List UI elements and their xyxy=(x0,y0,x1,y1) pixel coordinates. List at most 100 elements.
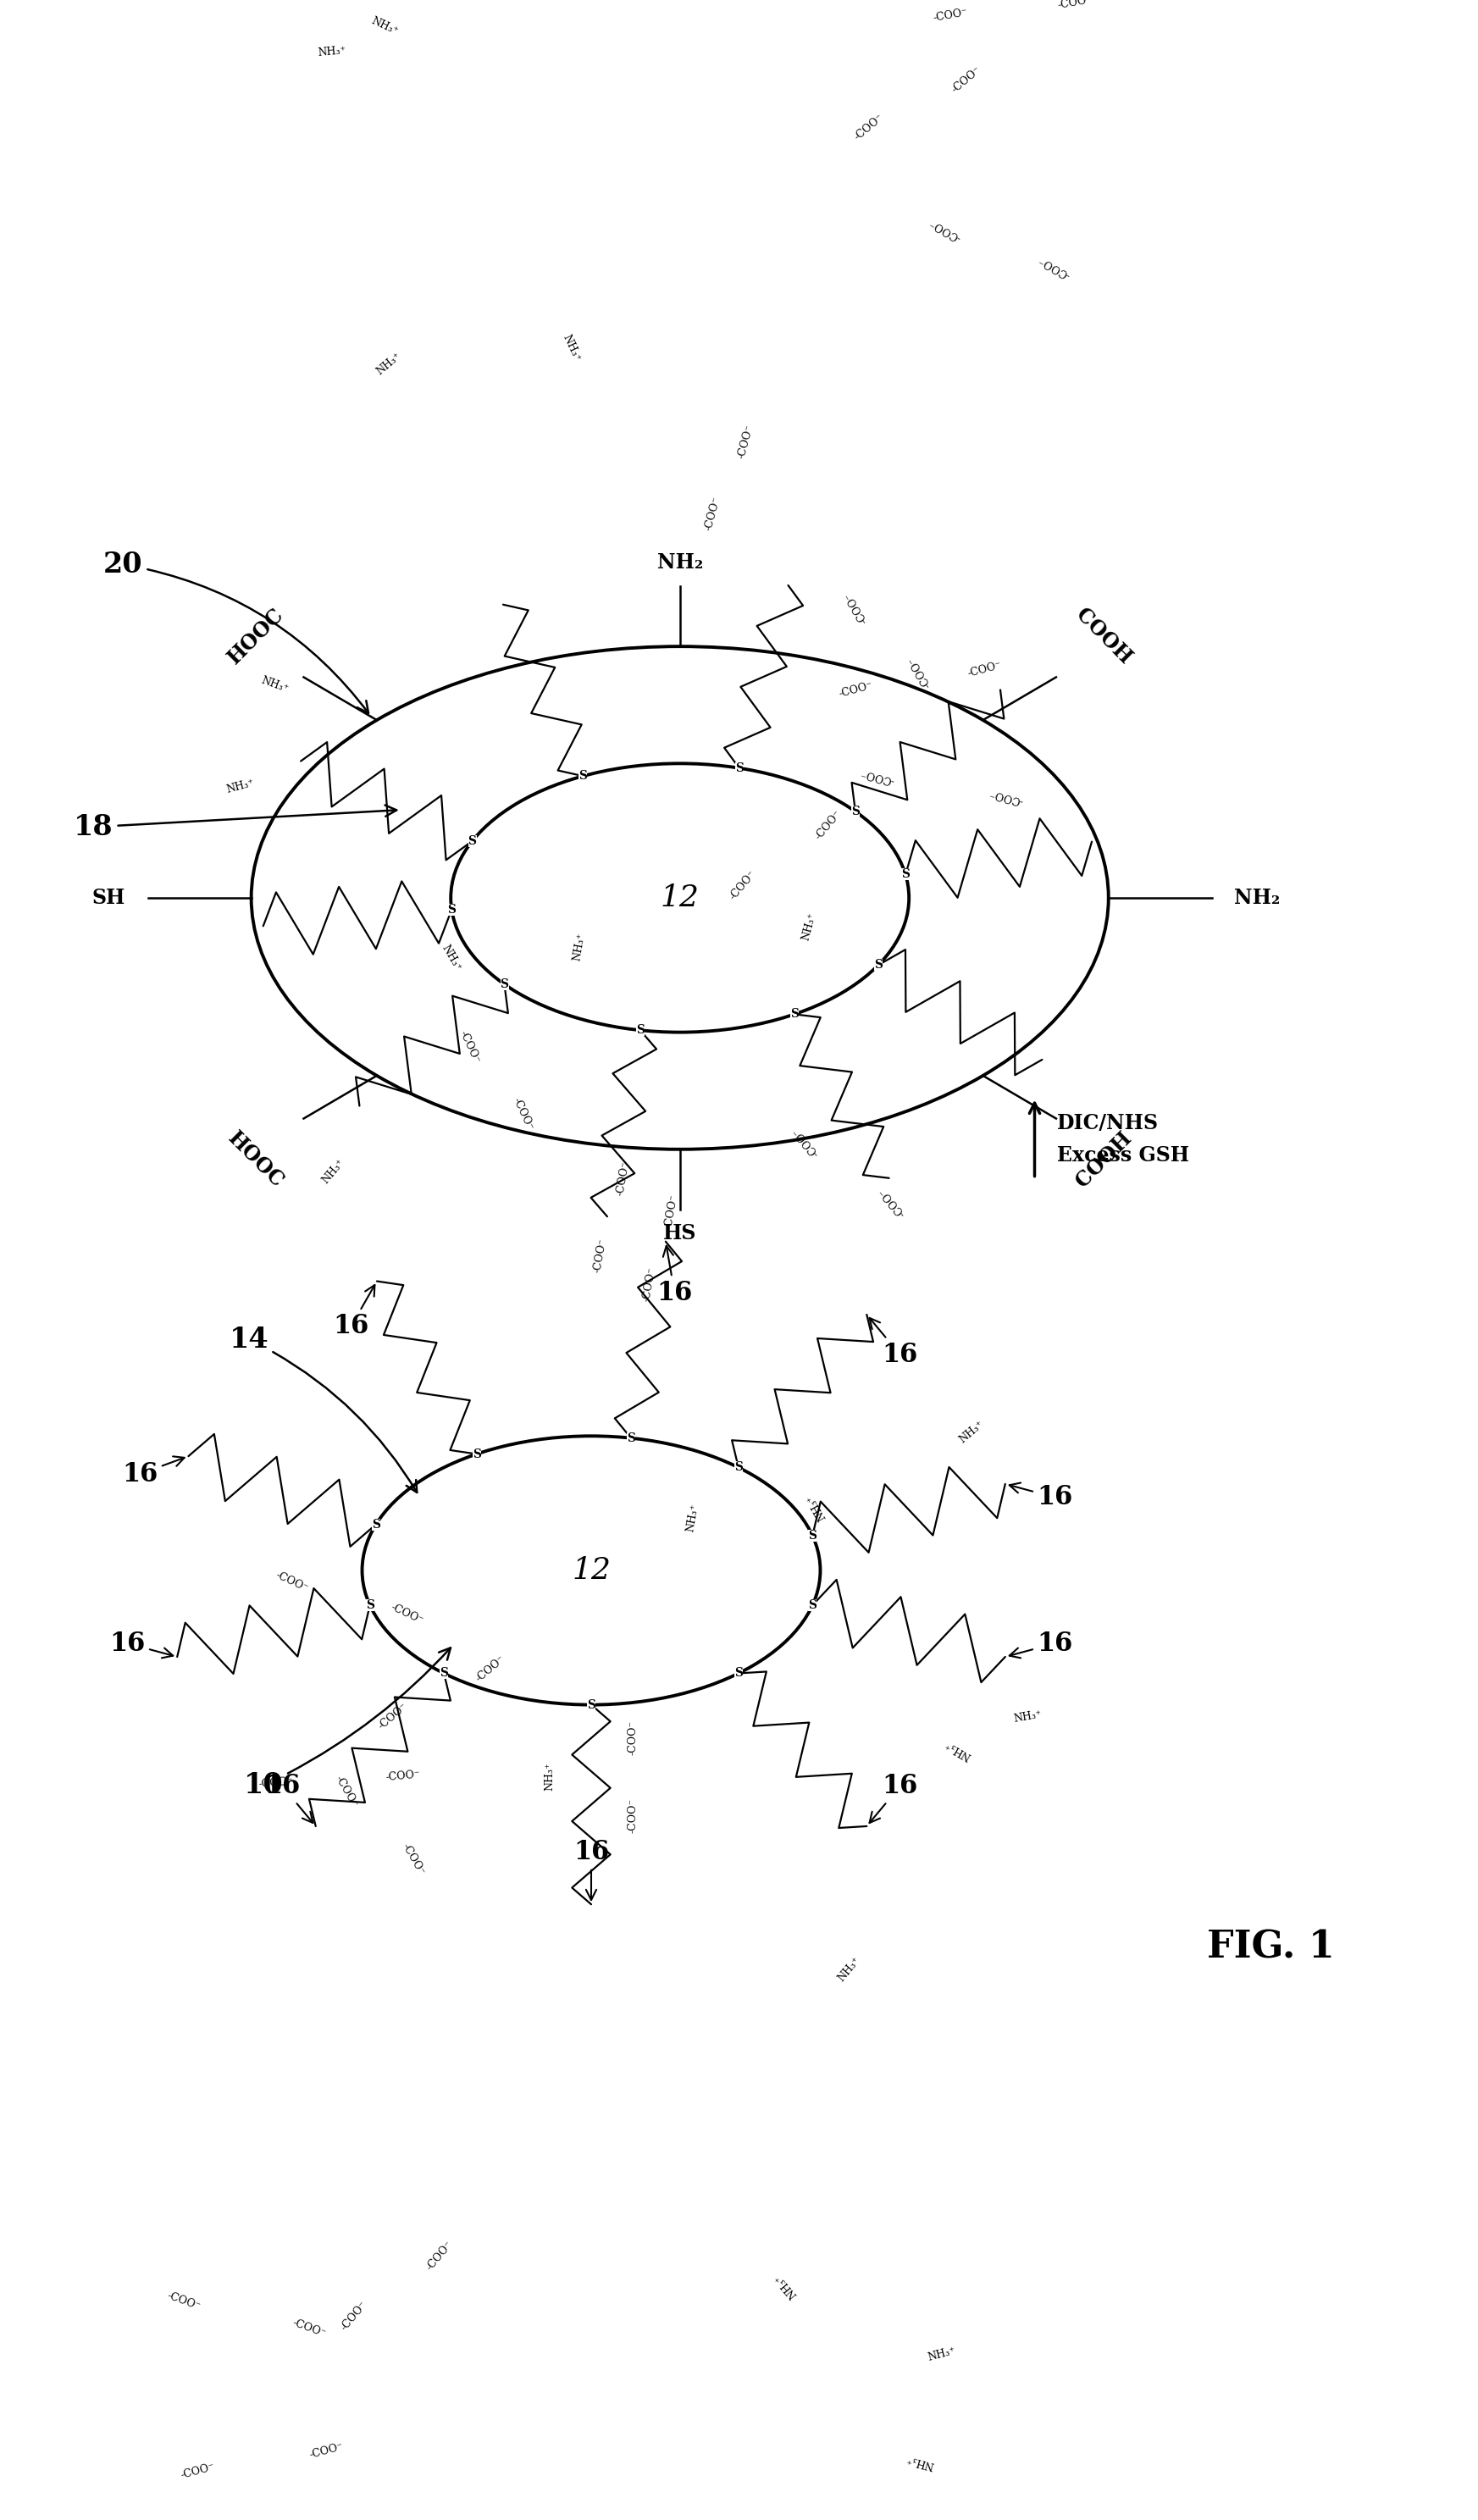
Text: 16: 16 xyxy=(573,1840,609,1900)
Text: -COO⁻: -COO⁻ xyxy=(591,1237,609,1273)
Text: -COO⁻: -COO⁻ xyxy=(813,809,844,842)
Text: NH₃⁺: NH₃⁺ xyxy=(439,942,463,973)
Text: FIG. 1: FIG. 1 xyxy=(1208,1930,1335,1966)
Text: COOH: COOH xyxy=(1072,605,1135,668)
Text: SH: SH xyxy=(92,887,126,907)
Text: NH₃⁺: NH₃⁺ xyxy=(318,45,347,58)
Text: NH₃⁺: NH₃⁺ xyxy=(835,1956,862,1983)
Text: -COO⁻: -COO⁻ xyxy=(627,1721,638,1754)
Text: S: S xyxy=(627,1431,636,1444)
Text: NH₃⁺: NH₃⁺ xyxy=(773,2271,800,2301)
Text: -COO⁻: -COO⁻ xyxy=(457,1028,482,1066)
Text: -COO⁻: -COO⁻ xyxy=(384,1769,420,1784)
Text: S: S xyxy=(448,905,455,915)
Text: -COO⁻: -COO⁻ xyxy=(987,786,1024,806)
Text: -COO⁻: -COO⁻ xyxy=(641,1268,658,1303)
Text: 14: 14 xyxy=(229,1326,417,1492)
Text: NH₃⁺: NH₃⁺ xyxy=(943,1739,974,1761)
Text: NH₃⁺: NH₃⁺ xyxy=(560,333,582,363)
Text: NH₂: NH₂ xyxy=(656,552,704,572)
Text: -COO⁻: -COO⁻ xyxy=(291,2316,328,2339)
Text: S: S xyxy=(636,1023,644,1036)
Text: 12: 12 xyxy=(572,1555,610,1585)
Text: -COO⁻: -COO⁻ xyxy=(853,111,887,144)
Text: -COO⁻: -COO⁻ xyxy=(473,1653,507,1683)
Text: -COO⁻: -COO⁻ xyxy=(166,2291,202,2313)
Text: 16: 16 xyxy=(121,1457,185,1487)
Text: -COO⁻: -COO⁻ xyxy=(511,1096,535,1131)
Text: -COO⁻: -COO⁻ xyxy=(273,1570,310,1595)
Text: NH₃⁺: NH₃⁺ xyxy=(927,2346,956,2364)
Text: S: S xyxy=(365,1600,374,1610)
Text: S: S xyxy=(735,761,743,774)
Text: HOOC: HOOC xyxy=(225,605,288,668)
Text: -COO⁻: -COO⁻ xyxy=(615,1159,631,1197)
Text: NH₃⁺: NH₃⁺ xyxy=(686,1502,701,1532)
Text: 16: 16 xyxy=(656,1245,693,1305)
Text: NH₃⁺: NH₃⁺ xyxy=(544,1761,556,1792)
Text: -COO⁻: -COO⁻ xyxy=(1057,0,1094,10)
Text: -COO⁻: -COO⁻ xyxy=(389,1600,424,1625)
Text: -COO⁻: -COO⁻ xyxy=(704,496,723,532)
Text: -COO⁻: -COO⁻ xyxy=(844,590,871,625)
Text: NH₃⁺: NH₃⁺ xyxy=(1012,1709,1042,1724)
Text: NH₃⁺: NH₃⁺ xyxy=(374,350,403,378)
Text: 16: 16 xyxy=(869,1774,918,1822)
Text: NH₂: NH₂ xyxy=(1234,887,1280,907)
Text: S: S xyxy=(902,869,910,879)
Text: S: S xyxy=(735,1668,742,1678)
Text: S: S xyxy=(440,1668,448,1678)
Text: S: S xyxy=(808,1530,817,1542)
Text: 20: 20 xyxy=(103,549,368,713)
Text: NH₃⁺: NH₃⁺ xyxy=(806,1492,829,1522)
Text: NH₃⁺: NH₃⁺ xyxy=(370,15,399,38)
Text: 16: 16 xyxy=(869,1318,918,1368)
Text: -COO⁻: -COO⁻ xyxy=(906,655,934,690)
Text: HS: HS xyxy=(664,1222,696,1242)
Text: S: S xyxy=(851,806,860,816)
Text: S: S xyxy=(808,1600,817,1610)
Text: HOOC: HOOC xyxy=(225,1129,288,1192)
Text: Excess GSH: Excess GSH xyxy=(1057,1147,1188,1167)
Text: S: S xyxy=(579,771,587,781)
Text: 12: 12 xyxy=(661,885,699,912)
Text: S: S xyxy=(735,1462,742,1474)
Text: 16: 16 xyxy=(109,1630,173,1658)
Text: -COO⁻: -COO⁻ xyxy=(1036,255,1073,280)
Text: -COO⁻: -COO⁻ xyxy=(727,869,758,902)
Text: -COO⁻: -COO⁻ xyxy=(933,8,968,23)
Text: S: S xyxy=(873,960,882,970)
Text: -COO⁻: -COO⁻ xyxy=(259,1777,294,1789)
Text: -COO⁻: -COO⁻ xyxy=(309,2442,344,2462)
Text: NH₃⁺: NH₃⁺ xyxy=(321,1157,347,1184)
Text: -COO⁻: -COO⁻ xyxy=(736,423,755,461)
Text: NH₃⁺: NH₃⁺ xyxy=(571,932,587,963)
Text: 18: 18 xyxy=(74,804,396,842)
Text: NH₃⁺: NH₃⁺ xyxy=(226,776,256,796)
Text: -COO⁻: -COO⁻ xyxy=(424,2238,455,2273)
Text: -COO⁻: -COO⁻ xyxy=(338,2298,370,2334)
Text: S: S xyxy=(500,978,508,990)
Text: S: S xyxy=(587,1698,596,1711)
Text: -COO⁻: -COO⁻ xyxy=(377,1701,411,1731)
Text: S: S xyxy=(791,1008,798,1021)
Text: -COO⁻: -COO⁻ xyxy=(876,1184,907,1217)
Text: -COO⁻: -COO⁻ xyxy=(791,1124,822,1159)
Text: 10: 10 xyxy=(244,1648,451,1799)
Text: -COO⁻: -COO⁻ xyxy=(664,1194,680,1230)
Text: NH₃⁺: NH₃⁺ xyxy=(260,675,290,696)
Text: 16: 16 xyxy=(333,1285,375,1341)
Text: -COO⁻: -COO⁻ xyxy=(927,217,962,244)
Text: -COO⁻: -COO⁻ xyxy=(333,1774,359,1809)
Text: -COO⁻: -COO⁻ xyxy=(859,766,896,786)
Text: S: S xyxy=(473,1449,480,1459)
Text: 16: 16 xyxy=(1009,1630,1073,1658)
Text: NH₃⁺: NH₃⁺ xyxy=(956,1419,986,1444)
Text: -COO⁻: -COO⁻ xyxy=(949,63,983,96)
Text: S: S xyxy=(371,1520,380,1530)
Text: -COO⁻: -COO⁻ xyxy=(627,1799,638,1835)
Text: -COO⁻: -COO⁻ xyxy=(967,660,1004,680)
Text: -COO⁻: -COO⁻ xyxy=(179,2462,216,2482)
Text: -COO⁻: -COO⁻ xyxy=(399,1842,426,1877)
Text: S: S xyxy=(469,834,476,847)
